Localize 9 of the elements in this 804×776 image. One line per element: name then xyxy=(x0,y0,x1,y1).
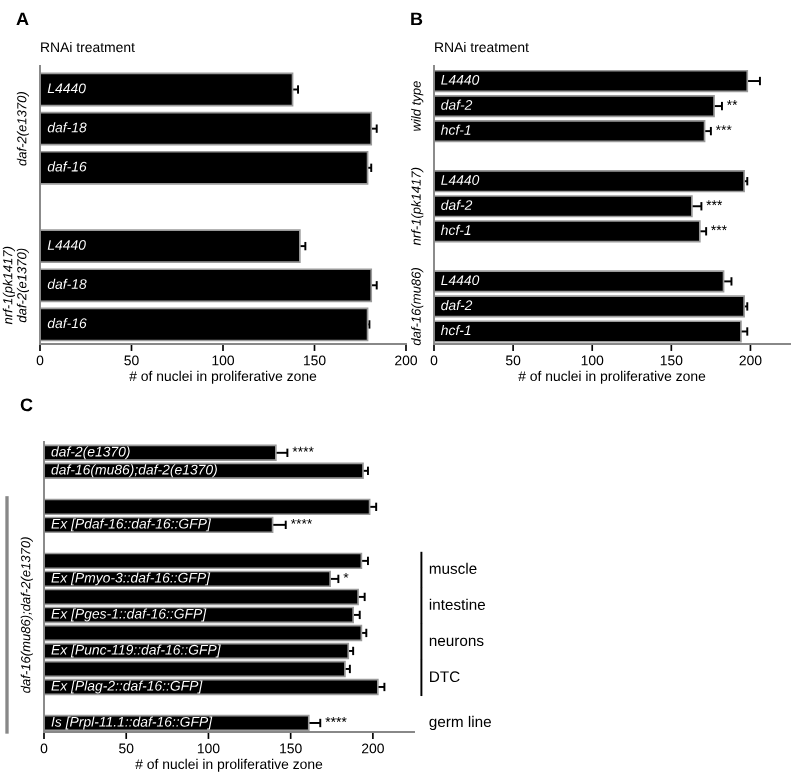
bar xyxy=(40,307,369,342)
bar xyxy=(40,72,294,107)
chart-title: A xyxy=(16,12,29,26)
bar xyxy=(40,111,373,146)
chart-title: B xyxy=(411,12,423,26)
bar xyxy=(40,268,373,303)
bar xyxy=(40,150,369,185)
bar xyxy=(40,229,301,264)
chart-title: C xyxy=(20,398,33,412)
